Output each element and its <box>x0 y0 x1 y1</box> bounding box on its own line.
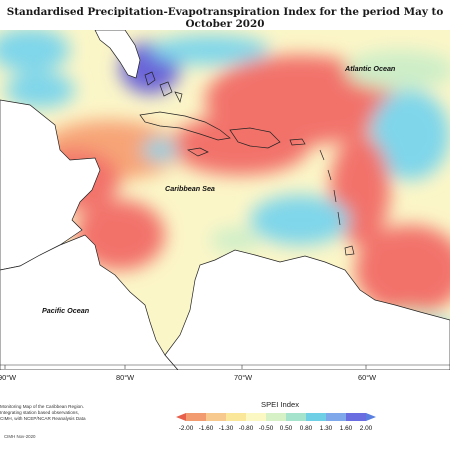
lon-tick-60w: 60°W <box>358 373 377 382</box>
dry-central-america <box>75 200 165 270</box>
legend-colorbar <box>176 413 376 421</box>
legend-value-label: -1.60 <box>198 425 214 432</box>
wet-south-caribbean <box>250 195 350 245</box>
legend-swatch <box>206 413 227 421</box>
island-cuba <box>139 111 231 141</box>
legend-value-label: 0.50 <box>279 425 293 432</box>
wet-patch-north <box>0 30 70 72</box>
legend-value-label: -0.50 <box>258 425 274 432</box>
legend-value-label: -0.80 <box>238 425 254 432</box>
wet-atlantic-band <box>370 90 450 180</box>
wet-east-atlantic <box>345 50 450 90</box>
island-jamaica <box>187 147 209 157</box>
island-trinidad <box>344 245 355 256</box>
lon-tick-80w: 80°W <box>116 373 135 382</box>
wet-patch-cyan-north <box>150 35 270 65</box>
islands <box>139 71 355 256</box>
dry-guianas <box>355 225 450 315</box>
lon-tick-70w: 70°W <box>234 373 253 382</box>
spei-map <box>0 30 450 370</box>
dry-greater-antilles <box>170 115 310 175</box>
lon-tick-90w: 90°W <box>0 373 17 382</box>
land-central-america <box>0 234 179 370</box>
bahamas-1 <box>144 71 156 86</box>
legend-swatch <box>186 413 207 421</box>
bahamas-2 <box>159 81 173 97</box>
legend-value-label: -2.00 <box>178 425 194 432</box>
lon-tick-marks <box>4 365 367 369</box>
legend-arrow-low <box>176 413 186 421</box>
wet-gulf <box>5 72 75 108</box>
footer-note-line: Monitoring Map of the Caribbean Region. <box>0 404 85 409</box>
legend-value-label: 2.00 <box>359 425 373 432</box>
wet-venezuela-green <box>210 228 260 252</box>
footer-note-line: CIMH, with NCEP/NCAR Reanalysis Data <box>0 416 86 422</box>
land-florida <box>94 30 141 79</box>
legend-swatch <box>306 413 327 421</box>
landmasses <box>0 30 450 370</box>
wet-cuba-west <box>142 140 178 160</box>
lesser-antilles <box>319 149 341 226</box>
land-south-america <box>164 249 450 370</box>
credit-text: CIMH Nov-2020 <box>4 434 36 439</box>
legend-arrow-high <box>366 413 376 421</box>
label-atlantic-ocean: Atlantic Ocean <box>345 64 396 73</box>
map-title: Standardised Precipitation-Evapotranspir… <box>6 6 444 30</box>
label-pacific-ocean: Pacific Ocean <box>42 306 90 315</box>
legend-swatch <box>226 413 247 421</box>
label-caribbean-sea: Caribbean Sea <box>165 184 215 193</box>
legend-title: SPEI Index <box>261 400 299 409</box>
island-puerto-rico <box>289 138 306 146</box>
legend-value-label: 1.60 <box>339 425 353 432</box>
legend-value-label: 0.80 <box>299 425 313 432</box>
legend-swatch <box>346 413 367 421</box>
footer-note: Monitoring Map of the Caribbean Region. … <box>0 404 118 423</box>
legend-value-label: -1.30 <box>218 425 234 432</box>
legend-value-label: 1.30 <box>319 425 333 432</box>
bahamas-3 <box>174 91 183 104</box>
legend-swatch <box>286 413 307 421</box>
legend-swatch <box>266 413 287 421</box>
island-hispaniola <box>229 127 281 149</box>
legend-values: -2.00 -1.60 -1.30 -0.80 -0.50 0.50 0.80 1.30 1.6… <box>174 425 373 435</box>
legend-swatch <box>326 413 347 421</box>
legend-swatch <box>246 413 267 421</box>
footer-note-line: Integrating station based observations, <box>0 410 79 416</box>
